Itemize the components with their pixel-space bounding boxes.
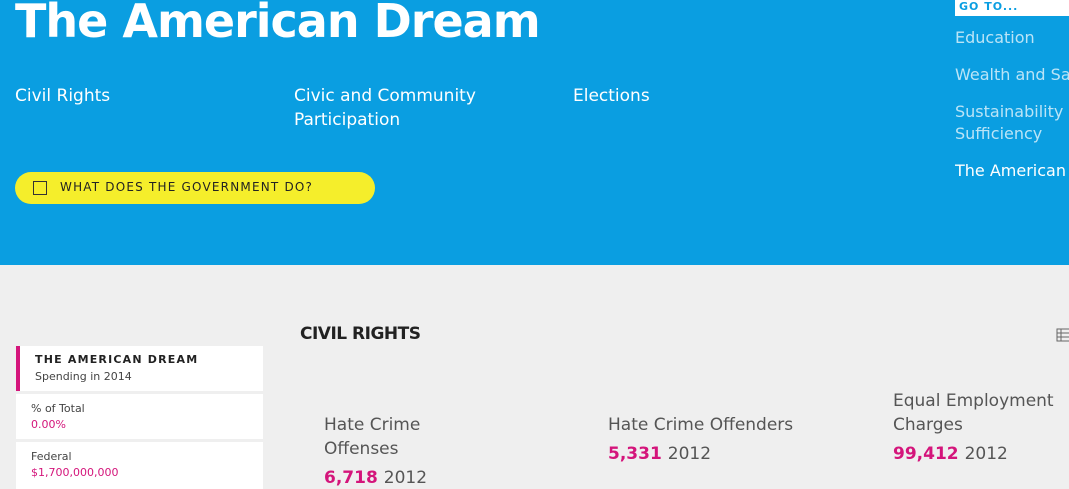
nav-link[interactable]: Civic and Community Participation xyxy=(294,86,476,130)
header xyxy=(0,0,1069,265)
row-label: Federal xyxy=(31,450,72,463)
stat-label: Equal Employment Charges xyxy=(893,391,1054,435)
goto-item[interactable]: Wealth and Sav xyxy=(955,65,1069,84)
stat: Hate Crime Offenders 5,331 2012 xyxy=(608,413,808,464)
goto-label: GO TO... xyxy=(955,0,1069,16)
button-label: WHAT DOES THE GOVERNMENT DO? xyxy=(60,180,314,194)
goto-item[interactable]: Sustainability a xyxy=(955,102,1069,121)
stat: Hate Crime Offenses 6,718 2012 xyxy=(324,413,499,488)
stat-value: 5,331 xyxy=(608,444,662,464)
table-icon[interactable] xyxy=(1056,328,1069,342)
stat-label: Hate Crime Offenders xyxy=(608,415,794,435)
sidebar-header: THE AMERICAN DREAM Spending in 2014 xyxy=(16,346,263,391)
row-value: 0.00% xyxy=(31,418,66,431)
page-title: The American Dream xyxy=(15,0,541,48)
nav-link[interactable]: Elections xyxy=(573,86,650,106)
sidebar-subtitle: Spending in 2014 xyxy=(35,370,132,383)
stat-year: 2012 xyxy=(667,444,712,464)
stat: Equal Employment Charges 99,412 2012 xyxy=(893,389,1068,464)
goto-item[interactable]: Sufficiency xyxy=(955,124,1043,143)
sidebar-title: THE AMERICAN DREAM xyxy=(35,353,199,366)
sidebar-row: % of Total 0.00% xyxy=(16,394,263,439)
section-title: CIVIL RIGHTS xyxy=(300,324,421,344)
nav-link[interactable]: Civil Rights xyxy=(15,86,111,106)
stat-value: 6,718 xyxy=(324,468,378,488)
row-value: $1,700,000,000 xyxy=(31,466,119,479)
row-label: % of Total xyxy=(31,402,85,415)
stat-value: 99,412 xyxy=(893,444,959,464)
info-button[interactable]: WHAT DOES THE GOVERNMENT DO? xyxy=(15,172,375,204)
stat-label: Hate Crime Offenses xyxy=(324,415,421,459)
stat-year: 2012 xyxy=(964,444,1008,464)
goto-item[interactable]: The American xyxy=(955,161,1066,180)
book-icon xyxy=(33,181,47,195)
goto-item[interactable]: Education xyxy=(955,28,1035,47)
sidebar-row: Federal $1,700,000,000 xyxy=(16,442,263,489)
stat-year: 2012 xyxy=(383,468,428,488)
